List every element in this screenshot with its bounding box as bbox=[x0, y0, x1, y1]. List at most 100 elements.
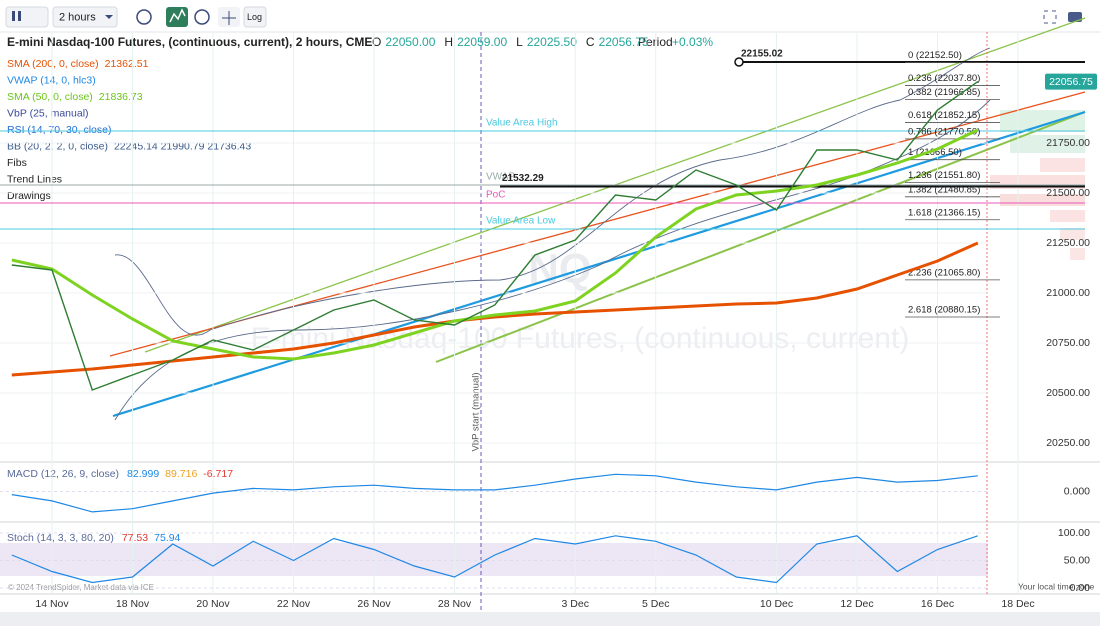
indicator-label: SMA (50, 0, close) bbox=[7, 91, 93, 103]
macd-label: MACD (12, 26, 9, close) bbox=[7, 468, 119, 480]
indicator-value: 21836.73 bbox=[99, 91, 143, 103]
log-button[interactable] bbox=[243, 6, 267, 28]
y-tick-label: 50.00 bbox=[1064, 554, 1090, 566]
indicator-label: BB (20, 2, 2, 0, close) bbox=[7, 140, 108, 152]
icon bbox=[12, 11, 15, 21]
level-handle bbox=[734, 57, 744, 67]
x-tick-label: 16 Dec bbox=[921, 598, 954, 610]
y-tick-label: 20750.00 bbox=[1046, 337, 1090, 349]
x-tick-label: 14 Nov bbox=[35, 598, 69, 610]
period-value: +0.03% bbox=[672, 35, 713, 49]
fib-label: 1.236 (21551.80) bbox=[908, 170, 980, 181]
x-tick-label: 18 Dec bbox=[1001, 598, 1034, 610]
vbp-bar bbox=[1010, 135, 1085, 153]
fib-label: 0.618 (21852.15) bbox=[908, 110, 980, 121]
y-tick-label: 100.00 bbox=[1058, 527, 1090, 539]
toolbar bbox=[0, 0, 1100, 32]
indicator-value: 22245.14 21990.79 21736.43 bbox=[114, 140, 251, 152]
vbp-bar bbox=[1000, 110, 1085, 132]
level-label: 21532.29 bbox=[502, 173, 544, 184]
y-tick-label: 21500.00 bbox=[1046, 187, 1090, 199]
ohlc-value: 22056.75 bbox=[599, 35, 649, 49]
y-tick-label: 20250.00 bbox=[1046, 437, 1090, 449]
fib-label: 0 (22152.50) bbox=[908, 50, 962, 61]
volume-profile-label: VWAP bbox=[486, 172, 515, 183]
status-bar bbox=[0, 612, 1100, 626]
macd-reading: 89.716 bbox=[165, 468, 197, 480]
stoch-reading: 77.53 bbox=[122, 532, 148, 544]
x-tick-label: 26 Nov bbox=[357, 598, 391, 610]
fib-label: 1 (21666.50) bbox=[908, 147, 962, 158]
indicator-label: RSI (14, 70, 30, close) bbox=[7, 124, 111, 136]
series-line bbox=[11, 81, 979, 391]
ohlc-value: 22025.50 bbox=[527, 35, 577, 49]
volume-profile-label: Value Area Low bbox=[486, 216, 556, 227]
y-tick-label: 21750.00 bbox=[1046, 137, 1090, 149]
stoch-label: Stoch (14, 3, 3, 80, 20) bbox=[7, 532, 114, 544]
fib-label: 2.618 (20880.15) bbox=[908, 304, 980, 315]
y-tick-label: 21000.00 bbox=[1046, 287, 1090, 299]
last-price-box bbox=[1045, 73, 1097, 90]
vbp-bar bbox=[1060, 228, 1085, 240]
indicator-label: VWAP (14, 0, hlc3) bbox=[7, 74, 96, 86]
y-tick-label: 0.000 bbox=[1064, 485, 1090, 497]
macd-line bbox=[11, 473, 978, 513]
fib-label: 0.786 (21770.50) bbox=[908, 126, 980, 137]
vbp-bar bbox=[1040, 158, 1085, 172]
ohlc-value: 22059.00 bbox=[457, 35, 507, 49]
x-tick-label: 18 Nov bbox=[116, 598, 150, 610]
series-line bbox=[11, 241, 979, 377]
y-tick-label: 20500.00 bbox=[1046, 387, 1090, 399]
indicator-label: Fibs bbox=[7, 157, 27, 169]
log-label: Log bbox=[247, 12, 262, 22]
fib-label: 0.236 (22037.80) bbox=[908, 73, 980, 84]
stoch-band bbox=[0, 543, 988, 576]
macd-reading: -6.717 bbox=[203, 468, 233, 480]
fib-label: 0.382 (21966.85) bbox=[908, 87, 980, 98]
bollinger-band bbox=[114, 47, 991, 336]
y-tick-label: 0.00 bbox=[1070, 582, 1091, 594]
fib-label: 1.618 (21366.15) bbox=[908, 207, 980, 218]
fib-label: 2.236 (21065.80) bbox=[908, 267, 980, 278]
volume-profile-label: PoC bbox=[486, 190, 505, 201]
bollinger-band bbox=[114, 99, 991, 421]
ohlc-key: O bbox=[372, 35, 381, 49]
x-tick-label: 28 Nov bbox=[438, 598, 472, 610]
indicator-value: 21362.51 bbox=[105, 58, 149, 70]
indicator-label: SMA (200, 0, close) bbox=[7, 58, 99, 70]
interval-select[interactable] bbox=[52, 6, 118, 28]
icon bbox=[169, 8, 186, 23]
settings-button[interactable] bbox=[136, 9, 152, 25]
series-line bbox=[11, 128, 979, 361]
level-label: 22155.02 bbox=[741, 49, 783, 60]
ohlc-value: 22050.00 bbox=[385, 35, 435, 49]
timezone: Your local time zone bbox=[1018, 581, 1095, 591]
indicator-label: Drawings bbox=[7, 190, 51, 202]
x-tick-label: 10 Dec bbox=[760, 598, 793, 610]
x-tick-label: 20 Nov bbox=[196, 598, 230, 610]
fullscreen-button[interactable] bbox=[1043, 10, 1057, 24]
chart-type-button[interactable] bbox=[5, 6, 49, 28]
screenshot-button[interactable] bbox=[1068, 12, 1082, 22]
clock-button[interactable] bbox=[194, 9, 210, 25]
vbp-bar bbox=[1050, 210, 1085, 222]
x-tick-label: 5 Dec bbox=[642, 598, 669, 610]
trend-line bbox=[112, 110, 1086, 418]
volume-profile-label: Value Area High bbox=[486, 118, 558, 129]
icon bbox=[18, 11, 21, 21]
x-tick-label: 3 Dec bbox=[562, 598, 589, 610]
macd-reading: 82.999 bbox=[127, 468, 159, 480]
icon bbox=[222, 11, 236, 25]
indicator-label: Trend Lines bbox=[7, 173, 62, 185]
channel-lower bbox=[435, 111, 1086, 363]
x-tick-label: 22 Nov bbox=[277, 598, 311, 610]
vbp-start-label: VbP start (manual) bbox=[471, 372, 482, 451]
y-tick-label: 21250.00 bbox=[1046, 237, 1090, 249]
vbp-bar bbox=[1070, 248, 1085, 260]
interval-label: 2 hours bbox=[59, 11, 96, 23]
stoch-reading: 75.94 bbox=[154, 532, 180, 544]
icon bbox=[105, 15, 113, 19]
last-price-label: 22056.75 bbox=[1049, 76, 1093, 88]
